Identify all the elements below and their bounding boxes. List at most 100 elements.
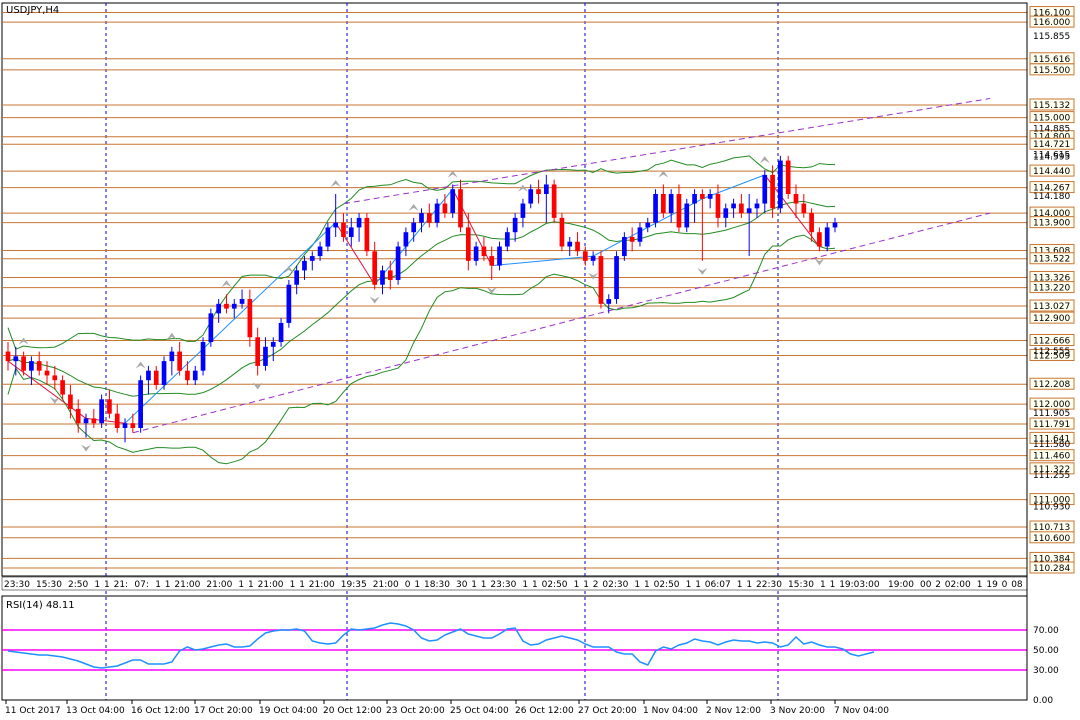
candle[interactable] (723, 203, 729, 228)
candle[interactable] (114, 404, 120, 433)
candle[interactable] (255, 327, 261, 376)
candle[interactable] (614, 251, 619, 304)
candle[interactable] (60, 375, 65, 400)
candle[interactable] (302, 256, 307, 280)
candle[interactable] (575, 232, 580, 257)
candle[interactable] (793, 184, 799, 218)
candle[interactable] (294, 265, 300, 295)
rsi-pane[interactable]: 70.00 50.00 30.00 0.00 (1, 595, 1059, 706)
candle[interactable] (746, 194, 752, 257)
candle[interactable] (637, 222, 643, 247)
candle[interactable] (356, 213, 362, 242)
candle[interactable] (473, 241, 479, 266)
candle[interactable] (684, 198, 690, 233)
candle[interactable] (590, 251, 596, 266)
candle[interactable] (465, 213, 471, 271)
candle[interactable] (380, 265, 385, 295)
candle[interactable] (36, 351, 42, 376)
candle[interactable] (52, 365, 58, 390)
candle[interactable] (543, 174, 549, 223)
candle[interactable] (770, 165, 775, 218)
candle[interactable] (185, 361, 190, 385)
candle[interactable] (582, 246, 588, 266)
candle[interactable] (762, 170, 768, 214)
candle[interactable] (551, 179, 557, 223)
candle[interactable] (153, 365, 159, 390)
candle[interactable] (504, 227, 510, 252)
candle[interactable] (606, 294, 612, 314)
candle[interactable] (403, 227, 409, 257)
candle[interactable] (348, 217, 354, 247)
candle[interactable] (309, 251, 315, 271)
candle[interactable] (668, 189, 674, 223)
candle[interactable] (731, 198, 736, 218)
candle[interactable] (754, 198, 760, 218)
candle[interactable] (138, 375, 143, 433)
candle[interactable] (247, 289, 253, 347)
candle[interactable] (700, 189, 705, 261)
candle[interactable] (520, 198, 526, 228)
candle[interactable] (809, 208, 814, 242)
candle[interactable] (567, 236, 573, 257)
candle[interactable] (458, 179, 463, 233)
candle[interactable] (559, 213, 565, 252)
candle[interactable] (426, 203, 432, 228)
candle[interactable] (364, 213, 370, 257)
candle[interactable] (161, 356, 167, 390)
candle[interactable] (13, 346, 19, 376)
candle[interactable] (598, 251, 604, 309)
candle[interactable] (270, 337, 276, 362)
candle[interactable] (29, 356, 34, 385)
candle[interactable] (146, 365, 151, 395)
candle[interactable] (692, 189, 697, 223)
candle[interactable] (832, 217, 838, 233)
candle[interactable] (177, 342, 182, 376)
candle[interactable] (130, 413, 136, 433)
candle[interactable] (317, 241, 323, 261)
candle[interactable] (21, 351, 26, 376)
candle[interactable] (75, 399, 81, 433)
candle[interactable] (824, 222, 830, 252)
candle[interactable] (239, 289, 245, 309)
candle[interactable] (325, 222, 331, 252)
candle[interactable] (481, 236, 487, 261)
candle[interactable] (83, 413, 89, 438)
candle[interactable] (224, 294, 229, 314)
candle[interactable] (122, 418, 128, 443)
candle[interactable] (645, 217, 651, 233)
candle[interactable] (785, 155, 791, 199)
channel-upper-line[interactable] (343, 98, 991, 205)
candle[interactable] (44, 361, 50, 385)
candle[interactable] (395, 241, 401, 285)
candle[interactable] (208, 308, 214, 347)
candle[interactable] (434, 198, 440, 228)
candle[interactable] (192, 365, 198, 385)
candle[interactable] (442, 194, 448, 218)
candle[interactable] (91, 408, 97, 428)
candle[interactable] (778, 155, 783, 214)
candle[interactable] (372, 241, 378, 290)
candle[interactable] (286, 279, 292, 328)
candle[interactable] (107, 389, 112, 419)
candle[interactable] (707, 189, 713, 209)
candle[interactable] (216, 299, 221, 323)
candle[interactable] (200, 337, 206, 376)
candle[interactable] (411, 217, 417, 242)
candle[interactable] (263, 337, 268, 371)
candle[interactable] (817, 227, 822, 252)
candle[interactable] (333, 194, 339, 237)
candle[interactable] (528, 184, 534, 209)
candle[interactable] (629, 227, 635, 252)
candle[interactable] (450, 184, 456, 218)
candle[interactable] (661, 184, 666, 218)
candle[interactable] (497, 241, 502, 271)
candle[interactable] (715, 184, 721, 228)
candle[interactable] (739, 194, 744, 218)
candle[interactable] (5, 342, 11, 371)
candle[interactable] (169, 346, 175, 376)
candle[interactable] (676, 184, 682, 233)
candle[interactable] (801, 194, 807, 218)
candle[interactable] (653, 189, 658, 228)
